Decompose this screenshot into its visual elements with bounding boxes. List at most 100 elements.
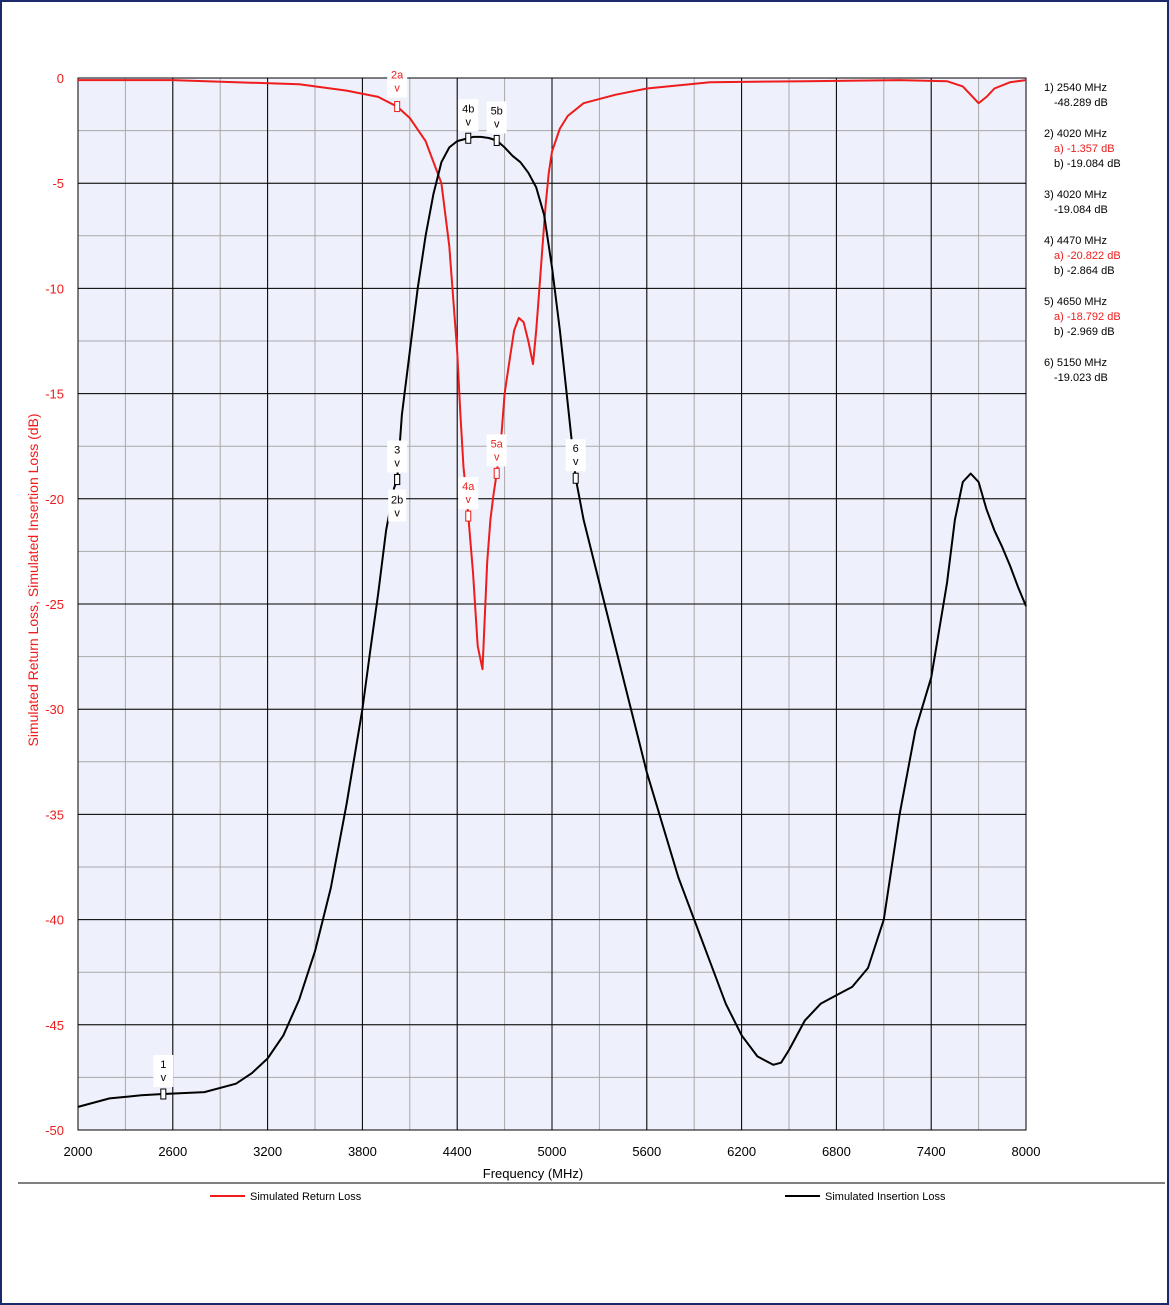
marker-label-bg	[387, 65, 408, 98]
marker-readout-line: -19.023 dB	[1054, 372, 1108, 384]
legend-label-insertion-loss: Simulated Insertion Loss	[825, 1191, 946, 1203]
y-tick-label: -10	[45, 281, 64, 296]
marker-readout-2: 2) 4020 MHz a) -1.357 dB b) -19.084 dB	[1044, 128, 1121, 170]
marker-label-bg	[388, 489, 407, 522]
marker-symbol	[394, 474, 401, 486]
marker-label-bg	[458, 99, 479, 132]
x-axis-title: Frequency (MHz)	[483, 1166, 583, 1181]
marker-label: 5b	[491, 105, 503, 117]
y-tick-label: -15	[45, 387, 64, 402]
marker-6: 6v	[565, 439, 586, 484]
marker-readout-1: 1) 2540 MHz -48.289 dB	[1044, 82, 1108, 109]
marker-readout-table: 1) 2540 MHz -48.289 dB 2) 4020 MHz a) -1.35…	[1044, 82, 1121, 384]
marker-readout-3: 3) 4020 MHz -19.084 dB	[1044, 189, 1108, 216]
marker-readout-line: 5) 4650 MHz	[1044, 296, 1107, 308]
marker-readout-line: 6) 5150 MHz	[1044, 357, 1107, 369]
marker-label-bg	[387, 440, 408, 473]
marker-label-bg	[486, 101, 507, 134]
marker-arrow: v	[573, 456, 579, 468]
marker-5b: 5bv	[486, 101, 507, 146]
marker-label-bg	[565, 439, 586, 472]
marker-readout-line: -48.289 dB	[1054, 97, 1108, 109]
marker-label: 2b	[391, 495, 403, 507]
marker-readout-line: 2) 4020 MHz	[1044, 128, 1107, 140]
x-tick-label: 5600	[632, 1144, 661, 1159]
y-tick-label: -5	[52, 176, 64, 191]
marker-4a: 4av	[458, 477, 479, 522]
marker-symbol	[493, 134, 500, 146]
marker-symbol	[465, 132, 472, 144]
marker-readout-line: -19.084 dB	[1054, 204, 1108, 216]
y-tick-label: -50	[45, 1123, 64, 1138]
series-line-insertion-loss	[77, 135, 1027, 1108]
marker-label: 1	[160, 1059, 166, 1071]
marker-label: 4b	[462, 103, 474, 115]
marker-symbol	[465, 510, 472, 522]
marker-readout-4: 4) 4470 MHz a) -20.822 dB b) -2.864 dB	[1044, 235, 1121, 277]
marker-label: 6	[573, 443, 579, 455]
marker-readout-line: a) -18.792 dB	[1054, 311, 1121, 323]
major-grid	[77, 77, 1027, 1131]
marker-arrow: v	[466, 494, 472, 506]
marker-readout-line: b) -2.864 dB	[1054, 265, 1115, 277]
marker-label: 3	[394, 445, 400, 457]
marker-5a: 5av	[486, 434, 507, 479]
y-tick-label: -25	[45, 597, 64, 612]
marker-label: 5a	[491, 438, 504, 450]
x-axis-ticks: 2000 2600 3200 3800 4400 5000 5600 6200 6800 7400…	[64, 1144, 1041, 1159]
x-tick-label: 6800	[822, 1144, 851, 1159]
marker-label-bg	[458, 477, 479, 510]
marker-readout-line: b) -19.084 dB	[1054, 158, 1121, 170]
marker-readout-6: 6) 5150 MHz -19.023 dB	[1044, 357, 1108, 384]
marker-arrow: v	[161, 1072, 167, 1084]
marker-3: 3v	[387, 440, 408, 486]
marker-label-bg	[153, 1055, 174, 1088]
marker-readout-line: a) -20.822 dB	[1054, 250, 1121, 262]
marker-arrow: v	[394, 83, 400, 95]
marker-arrow: v	[494, 118, 500, 130]
marker-arrow: v	[494, 451, 500, 463]
marker-4b: 4bv	[458, 99, 479, 144]
legend-item-insertion-loss: Simulated Insertion Loss	[785, 1191, 946, 1203]
x-tick-label: 8000	[1012, 1144, 1041, 1159]
x-tick-label: 3800	[348, 1144, 377, 1159]
marker-label: 2a	[391, 70, 404, 82]
marker-symbol	[394, 101, 401, 113]
y-tick-label: -35	[45, 807, 64, 822]
x-tick-label: 2000	[64, 1144, 93, 1159]
marker-arrow: v	[394, 458, 400, 470]
marker-readout-5: 5) 4650 MHz a) -18.792 dB b) -2.969 dB	[1044, 296, 1121, 338]
y-axis-title: Simulated Return Loss, Simulated Inserti…	[25, 413, 41, 746]
y-tick-label: 0	[57, 71, 64, 86]
marker-readout-line: 3) 4020 MHz	[1044, 189, 1107, 201]
y-tick-label: -45	[45, 1018, 64, 1033]
marker-readout-line: 1) 2540 MHz	[1044, 82, 1107, 94]
x-tick-label: 7400	[917, 1144, 946, 1159]
marker-readout-line: b) -2.969 dB	[1054, 326, 1115, 338]
series-layer	[77, 79, 1027, 1108]
legend: Simulated Return Loss Simulated Insertio…	[210, 1191, 946, 1203]
marker-symbol	[160, 1088, 167, 1100]
series-line-return-loss	[78, 79, 1027, 671]
x-tick-label: 3200	[253, 1144, 282, 1159]
marker-symbol	[572, 472, 579, 484]
marker-readout-line: a) -1.357 dB	[1054, 143, 1115, 155]
marker-2a: 2av	[387, 65, 408, 113]
marker-1: 1v	[153, 1055, 174, 1100]
marker-arrow: v	[394, 508, 400, 520]
marker-arrow: v	[466, 116, 472, 128]
x-tick-label: 2600	[158, 1144, 187, 1159]
legend-item-return-loss: Simulated Return Loss	[210, 1191, 362, 1203]
marker-readout-line: 4) 4470 MHz	[1044, 235, 1107, 247]
marker-label-bg	[486, 434, 507, 467]
x-tick-label: 5000	[538, 1144, 567, 1159]
y-tick-label: -30	[45, 702, 64, 717]
y-tick-label: -20	[45, 492, 64, 507]
legend-label-return-loss: Simulated Return Loss	[250, 1191, 362, 1203]
y-axis-ticks: 0 -5 -10 -15 -20 -25 -30 -35 -40 -45 -50	[45, 71, 64, 1138]
y-tick-label: -40	[45, 913, 64, 928]
x-tick-label: 6200	[727, 1144, 756, 1159]
marker-label: 4a	[462, 481, 475, 493]
